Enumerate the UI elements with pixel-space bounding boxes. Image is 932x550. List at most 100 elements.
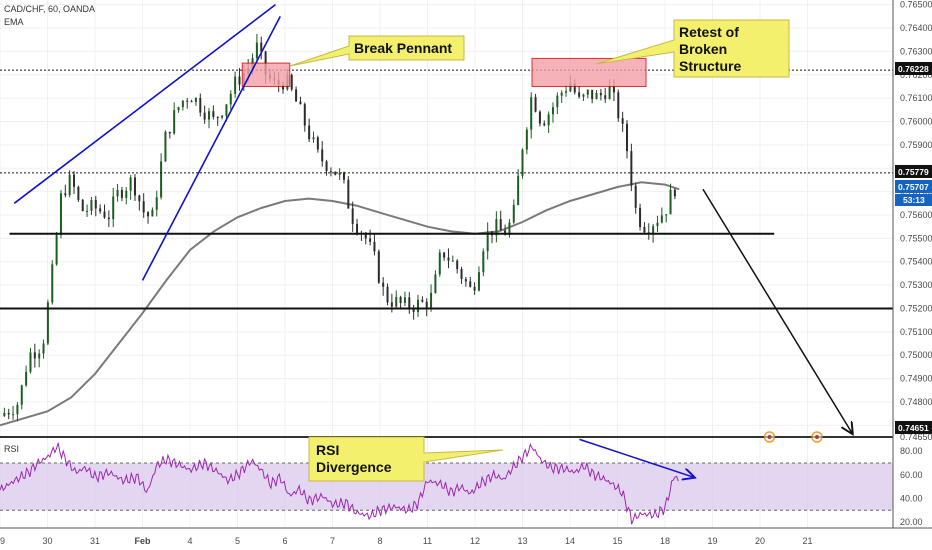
candle-body [499,219,502,231]
candle [181,100,184,111]
candle [160,153,163,200]
candle [168,131,171,139]
candle-body [639,207,642,228]
y-tick-label: 0.76300 [900,46,932,56]
y-tick-label: 0.76500 [900,0,932,10]
candle [73,170,76,194]
candle [673,188,676,200]
candle-body [578,92,581,97]
candle [351,201,354,232]
note-retest[interactable]: Retest of Broken Structure [595,19,790,78]
candle-body [299,101,302,105]
candle-body [295,89,298,102]
candle-body [316,137,319,150]
candle-body [377,251,380,283]
x-tick-label: 21 [802,536,812,546]
candle [55,231,58,266]
candle-body [403,297,406,303]
candle-body [373,241,376,252]
candle [660,207,663,224]
candle-body [364,234,367,239]
price-tag-resistance: 0.76228 [895,62,932,75]
candle [120,186,123,202]
candle [329,167,332,177]
candle [599,88,602,101]
candle-body [386,286,389,303]
candle [578,85,581,99]
x-tick-label: 13 [517,536,527,546]
candle-body [464,279,467,282]
candle [299,96,302,105]
candle-body [512,205,515,223]
candle [221,115,224,120]
candle [312,131,315,143]
candle-body [160,161,163,198]
candle [151,207,154,217]
candle-body [438,252,441,275]
x-tick-label: 12 [470,536,480,546]
candle-body [399,297,402,303]
candle-body [547,114,550,126]
note-retest-line2: Broken [679,41,727,57]
candle-body [652,226,655,234]
candle [90,197,93,216]
candle-body [238,76,241,85]
ema-path [0,181,680,427]
candle-body [369,238,372,242]
candle-body [99,208,102,212]
candle-body [630,151,633,186]
candle-body [168,131,171,134]
x-tick-label: 19 [707,536,717,546]
candle-body [495,219,498,236]
candle [621,111,624,132]
candle [342,171,345,184]
rsi-tick-label: 20.00 [900,517,923,527]
candle [334,171,337,176]
candle [234,71,237,98]
candle [495,211,498,243]
trendline [141,15,281,281]
candle [321,141,324,167]
candle-body [412,308,415,312]
note-rsi-divergence[interactable]: RSI Divergence [308,436,504,482]
candle [408,292,411,314]
supply-zone [531,57,647,87]
y-tick-label: 0.75300 [900,280,932,290]
candle [517,169,520,206]
candle [373,234,376,256]
candle [669,183,672,215]
candle [460,266,463,284]
note-break-pennant[interactable]: Break Pennant [289,35,465,67]
candle [534,93,537,113]
candle [560,90,563,104]
candle [290,73,293,92]
candle [103,204,106,219]
candle-body [221,115,224,118]
note-rsi-line1: RSI [316,442,339,458]
candle [186,97,189,109]
candle [425,298,428,317]
candle-body [308,125,311,140]
candle [295,86,298,102]
rsi-tick-label: 40.00 [900,493,923,503]
candle [412,304,415,320]
candle [595,89,598,100]
candle [216,116,219,126]
candle-body [73,174,76,187]
candle-body [173,110,176,134]
candle-body [86,210,89,212]
candle [229,90,232,110]
y-tick-label: 0.76000 [900,117,932,127]
candle-body [120,189,123,198]
candle [521,148,524,179]
candle [390,293,393,313]
candle-body [556,95,559,108]
candle-body [477,272,480,291]
candle [586,89,589,99]
candle [142,193,145,218]
candle-body [451,260,454,262]
candle [499,210,502,231]
candle [147,211,150,224]
candle [604,87,607,103]
